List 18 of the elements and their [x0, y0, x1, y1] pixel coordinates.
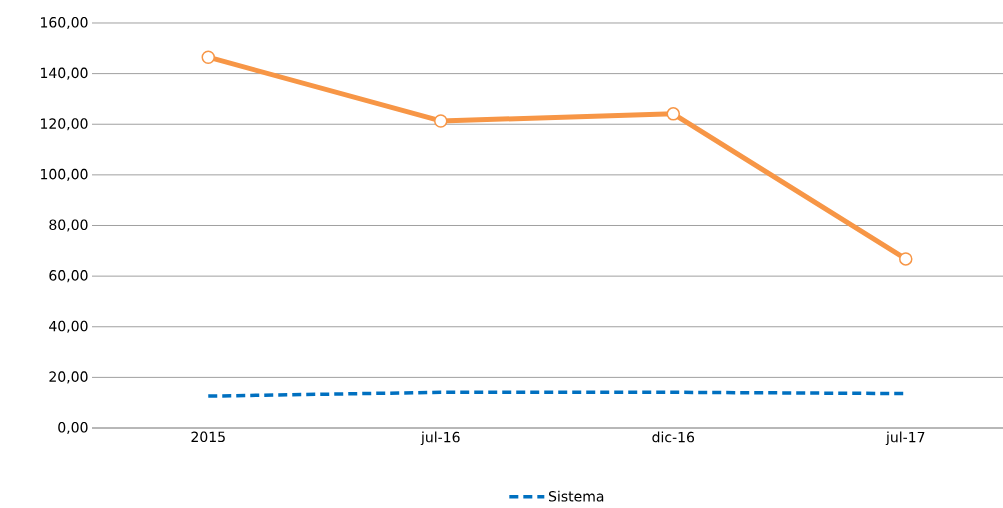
y-tick-label: 160,00	[41, 16, 88, 29]
y-tick-label: 0,00	[58, 421, 88, 435]
y-tick-label: 100,00	[41, 168, 88, 181]
x-tick-label: 2015	[191, 431, 225, 443]
x-tick-label: jul-16	[420, 431, 460, 446]
point	[899, 252, 913, 266]
y-tick-label: 20,00	[49, 371, 88, 384]
y-tick-label: 40,00	[49, 320, 88, 333]
y-tick-label: 120,00	[41, 118, 88, 131]
y-tick-label: 60,00	[49, 270, 88, 283]
point	[666, 107, 681, 121]
y-tick-label: 80,00	[49, 219, 88, 232]
legend-label: Sistema	[548, 490, 604, 502]
y-tick-label: 140,00	[41, 67, 88, 80]
x-tick-label: dic-16	[652, 431, 695, 443]
x-tick-label: jul-17	[885, 431, 925, 446]
point	[434, 114, 448, 128]
point	[201, 50, 215, 64]
